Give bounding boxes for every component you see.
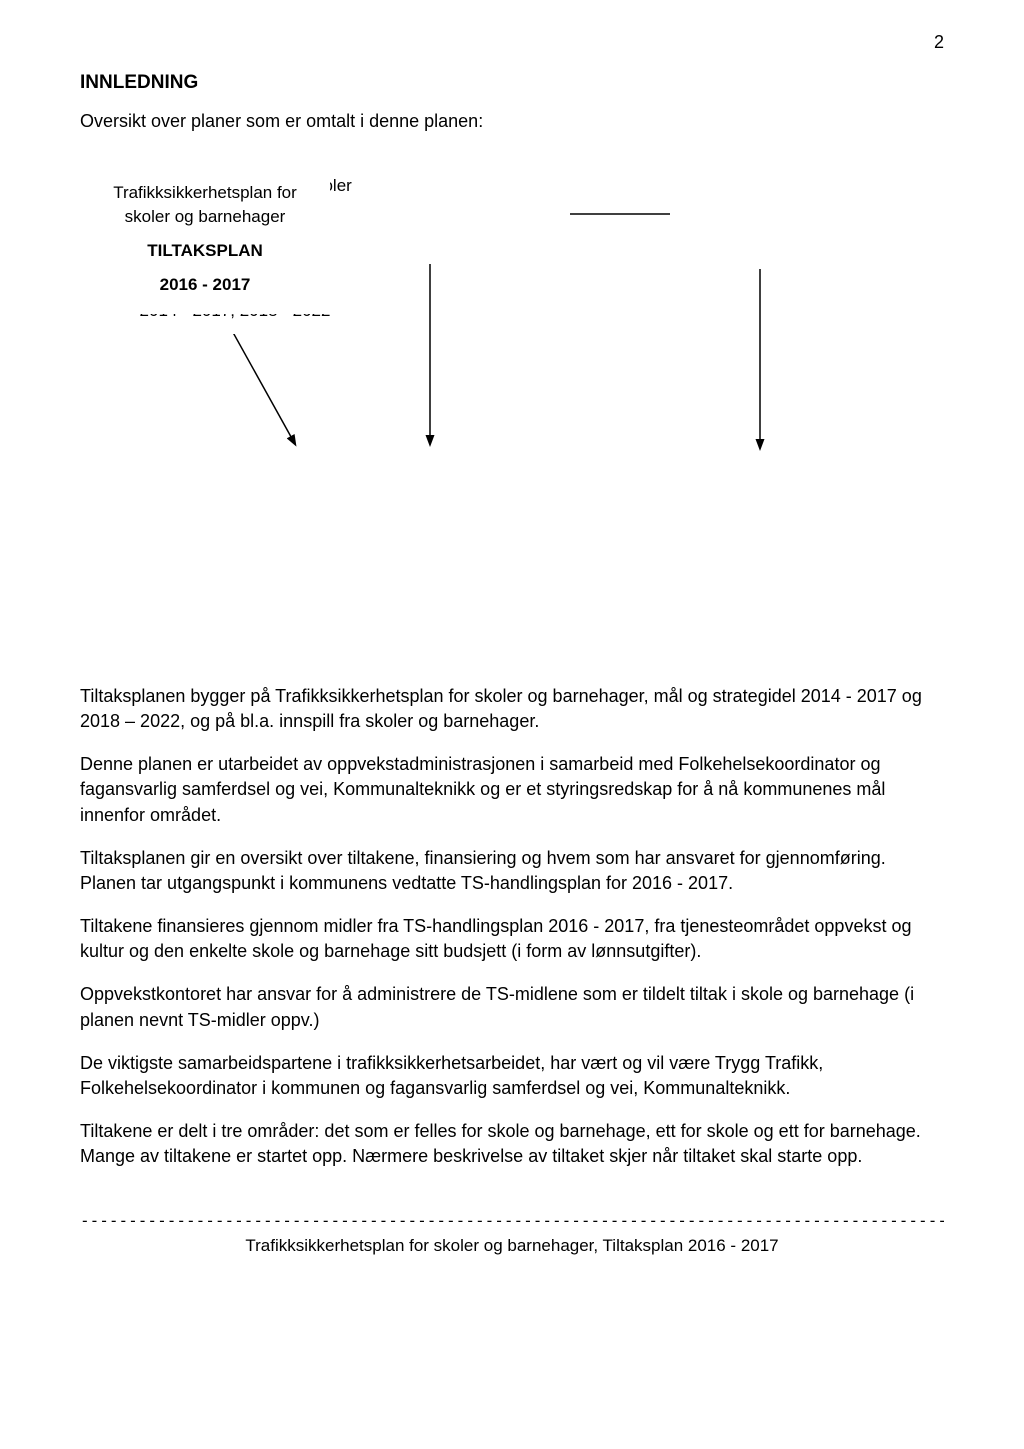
paragraph: Oppvekstkontoret har ansvar for å admini… <box>80 982 944 1032</box>
box-line: skoler og barnehager <box>125 205 286 229</box>
paragraph: Denne planen er utarbeidet av oppvekstad… <box>80 752 944 828</box>
box-line: TILTAKSPLAN <box>147 239 263 263</box>
heading-innledning: INNLEDNING <box>80 70 944 97</box>
paragraph: Tiltakene er delt i tre områder: det som… <box>80 1119 944 1169</box>
paragraph: Tiltaksplanen gir en oversikt over tilta… <box>80 846 944 896</box>
diagram-box-tiltaksplan: Trafikksikkerhetsplan for skoler og barn… <box>80 164 330 314</box>
box-line: Trafikksikkerhetsplan for <box>113 181 297 205</box>
intro-text: Oversikt over planer som er omtalt i den… <box>80 109 944 134</box>
box-line: 2016 - 2017 <box>160 273 251 297</box>
footer-text: Trafikksikkerhetsplan for skoler og barn… <box>80 1234 944 1258</box>
paragraph: Tiltaksplanen bygger på Trafikksikkerhet… <box>80 684 944 734</box>
page-number: 2 <box>934 30 944 55</box>
body-text: Tiltaksplanen bygger på Trafikksikkerhet… <box>80 684 944 1170</box>
footer-separator: ----------------------------------------… <box>80 1210 944 1232</box>
plan-diagram: Folkehelse i ALTA (2013) Trafikksikkerhe… <box>80 164 944 664</box>
paragraph: Tiltakene finansieres gjennom midler fra… <box>80 914 944 964</box>
paragraph: De viktigste samarbeidspartene i trafikk… <box>80 1051 944 1101</box>
